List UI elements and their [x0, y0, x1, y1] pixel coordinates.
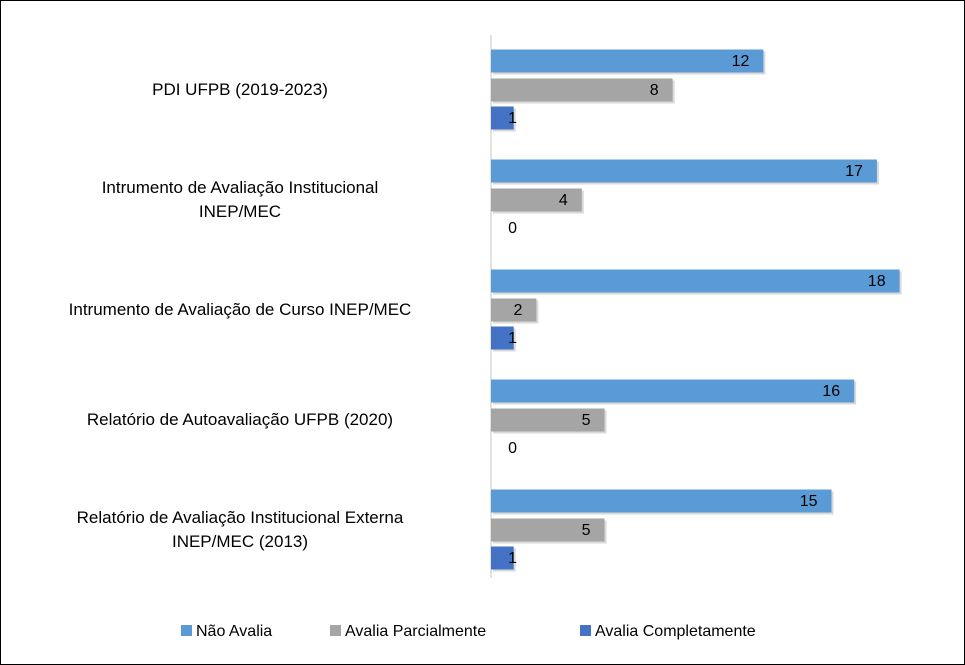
bar: [491, 298, 537, 322]
bar: [491, 408, 605, 432]
data-label: 0: [508, 440, 517, 457]
legend-swatch: [580, 625, 591, 636]
bar: [491, 269, 900, 293]
data-label: 0: [508, 220, 517, 237]
data-label: 16: [822, 383, 840, 400]
legend-label: Não Avalia: [196, 623, 272, 640]
legend-swatch: [181, 625, 192, 636]
data-label: 18: [868, 273, 886, 290]
legend-swatch: [330, 625, 341, 636]
bar: [491, 518, 605, 542]
legend-label: Avalia Parcialmente: [345, 623, 486, 640]
data-label: 17: [845, 163, 863, 180]
bar: [491, 326, 514, 350]
data-label: 2: [513, 302, 522, 319]
bar: [491, 106, 514, 130]
bar: [491, 188, 582, 212]
bar: [491, 78, 673, 102]
data-label: 8: [650, 82, 659, 99]
data-label: 4: [559, 192, 568, 209]
data-label: 5: [582, 412, 591, 429]
bar: [491, 379, 855, 403]
data-label: 1: [508, 330, 517, 347]
bar: [491, 159, 877, 183]
legend-label: Avalia Completamente: [595, 623, 756, 640]
data-label: 1: [508, 550, 517, 567]
data-label: 15: [800, 493, 818, 510]
data-label: 5: [582, 522, 591, 539]
category-label: Intrumento de Avaliação Institucional IN…: [101, 178, 379, 221]
bar: [491, 49, 764, 73]
data-label: 1: [508, 110, 517, 127]
category-label: Relatório de Avaliação Institucional Ext…: [76, 508, 404, 551]
category-label: Intrumento de Avaliação de Curso INEP/ME…: [68, 300, 412, 319]
category-label: Relatório de Autoavaliação UFPB (2020): [86, 410, 394, 429]
bar: [491, 546, 514, 570]
data-label: 12: [732, 53, 750, 70]
bar: [491, 489, 832, 513]
category-label: PDI UFPB (2019-2023): [152, 80, 328, 99]
